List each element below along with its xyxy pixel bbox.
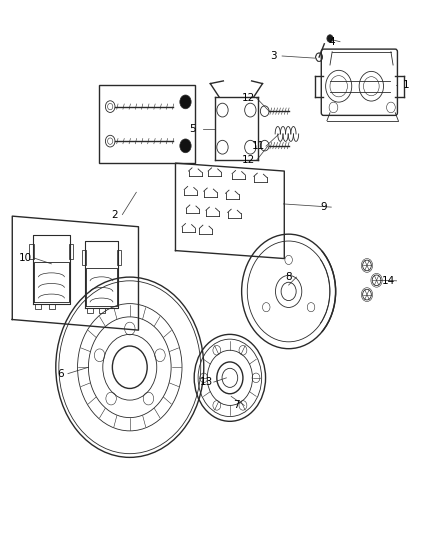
- Text: 12: 12: [242, 156, 255, 165]
- Bar: [99, 85, 195, 163]
- Text: 4: 4: [329, 37, 336, 47]
- Bar: [87, 308, 93, 313]
- Circle shape: [327, 35, 333, 42]
- Circle shape: [180, 139, 191, 153]
- Text: 8: 8: [285, 272, 292, 282]
- Bar: [69, 244, 74, 259]
- Text: 7: 7: [233, 400, 240, 410]
- Circle shape: [180, 95, 191, 109]
- Text: 10: 10: [19, 253, 32, 263]
- Text: 3: 3: [270, 51, 277, 61]
- Bar: [49, 304, 55, 309]
- Text: 2: 2: [111, 209, 118, 220]
- Text: 1: 1: [403, 80, 410, 90]
- Bar: [35, 304, 41, 309]
- Bar: [99, 308, 105, 313]
- Text: 13: 13: [199, 377, 212, 387]
- Text: 6: 6: [57, 369, 64, 378]
- Bar: [117, 250, 121, 264]
- Bar: [29, 244, 34, 259]
- Text: 5: 5: [190, 124, 196, 134]
- Text: 14: 14: [382, 276, 396, 286]
- Text: 11: 11: [251, 141, 265, 151]
- Text: 9: 9: [320, 202, 327, 212]
- Bar: [82, 250, 86, 264]
- Text: 12: 12: [242, 93, 255, 103]
